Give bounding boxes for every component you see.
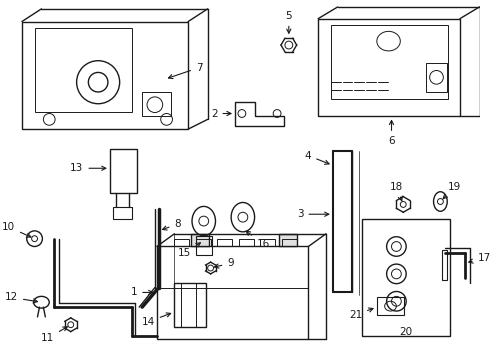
Bar [362,219,450,337]
Text: 7: 7 [169,63,202,78]
Text: 10: 10 [2,222,31,237]
Text: 1: 1 [131,287,153,297]
Bar [318,19,460,116]
Bar [239,239,254,246]
Bar [282,239,296,246]
Text: 16: 16 [246,231,270,248]
Bar [331,26,448,99]
Text: 8: 8 [163,219,181,230]
Text: 18: 18 [390,182,403,201]
Bar [174,283,206,327]
Text: 2: 2 [211,108,231,118]
Bar [35,28,132,112]
Text: 5: 5 [286,11,292,33]
Text: 14: 14 [142,313,171,327]
Text: 21: 21 [349,308,373,320]
Text: 12: 12 [5,292,37,303]
Bar [110,149,137,193]
Bar [426,63,447,92]
Bar [113,207,132,219]
Bar [191,234,209,247]
Text: 4: 4 [305,150,329,164]
Bar [174,239,189,246]
Bar [196,236,212,255]
Text: 13: 13 [70,163,106,173]
Text: 15: 15 [178,243,200,258]
Text: 3: 3 [297,209,329,219]
Bar [442,251,447,280]
Bar [22,22,188,129]
Bar [279,234,296,247]
Bar [157,247,308,339]
Text: 9: 9 [215,258,234,268]
Bar [196,239,211,246]
Bar [218,239,232,246]
Text: 6: 6 [388,121,395,146]
Bar [142,92,172,116]
Bar [261,239,275,246]
Text: 20: 20 [400,327,413,337]
Bar [377,297,404,315]
Text: 19: 19 [443,182,462,199]
Text: 11: 11 [41,327,67,343]
Text: 17: 17 [469,253,490,263]
